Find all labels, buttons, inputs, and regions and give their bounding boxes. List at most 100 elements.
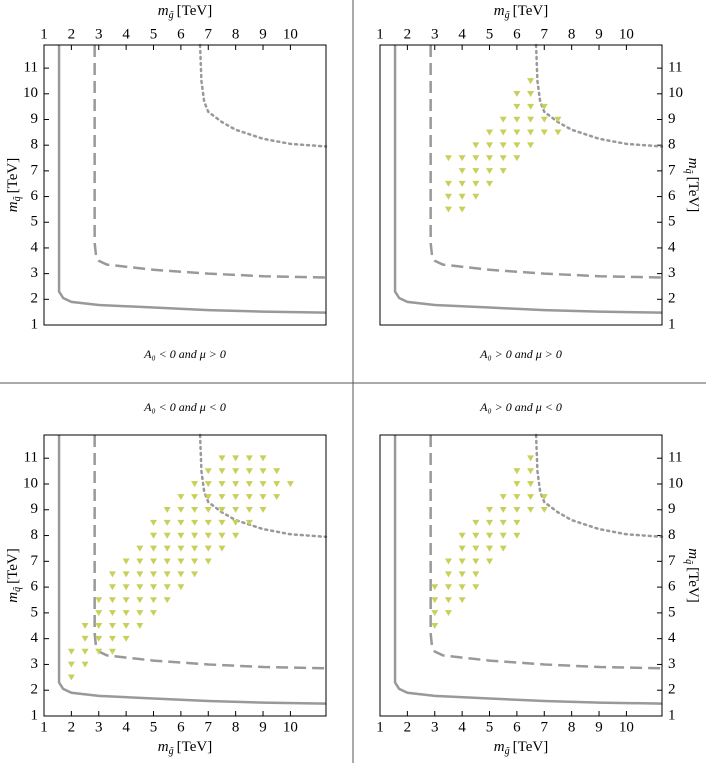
point — [259, 481, 267, 488]
axis-symbol: m — [494, 3, 505, 19]
x-tick-label: 3 — [95, 719, 103, 735]
y-tick-label: 5 — [31, 604, 39, 620]
x-tick-label: 4 — [122, 719, 130, 735]
point — [232, 481, 240, 488]
y-tick-label: 10 — [23, 85, 38, 101]
point — [108, 622, 116, 629]
point — [458, 597, 466, 604]
point — [150, 558, 158, 565]
point — [527, 494, 535, 501]
point — [95, 622, 103, 629]
point — [163, 545, 171, 552]
x-tick-label: 3 — [431, 26, 439, 42]
point — [163, 532, 171, 539]
axis-subscript: q̃ — [12, 196, 23, 201]
y-tick-label: 6 — [668, 188, 676, 204]
point — [67, 648, 75, 655]
point — [444, 610, 452, 617]
axis-unit: [TeV] — [513, 3, 549, 19]
x-tick-label: 9 — [595, 26, 603, 42]
contour — [429, 435, 663, 670]
point — [81, 661, 89, 668]
point — [472, 571, 480, 578]
point — [122, 571, 130, 578]
axis-symbol: m — [5, 592, 21, 603]
point — [163, 571, 171, 578]
point — [527, 103, 535, 110]
point — [67, 674, 75, 681]
point — [259, 506, 267, 513]
y-tick-label: 8 — [668, 137, 676, 153]
point — [122, 635, 130, 642]
y-tick-label: 2 — [668, 291, 676, 307]
point — [95, 597, 103, 604]
x-tick-label: 9 — [595, 719, 603, 735]
x-tick-label: 8 — [568, 719, 576, 735]
point — [444, 180, 452, 187]
x-tick-label: 6 — [177, 26, 185, 42]
point — [458, 168, 466, 175]
point — [204, 506, 212, 513]
point — [513, 116, 521, 123]
point — [458, 206, 466, 213]
y-tick-label: 9 — [31, 501, 39, 517]
point — [177, 558, 185, 565]
point — [108, 597, 116, 604]
x-tick-label: 5 — [486, 719, 494, 735]
x-tick-label: 10 — [283, 719, 298, 735]
point — [191, 481, 199, 488]
y-tick-label: 1 — [668, 707, 676, 723]
point — [136, 584, 144, 591]
y-tick-label: 11 — [668, 60, 682, 76]
point — [177, 532, 185, 539]
point — [95, 610, 103, 617]
y-tick-label: 11 — [668, 450, 682, 466]
x-tick-label: 10 — [619, 719, 634, 735]
contour — [393, 45, 663, 314]
point — [122, 597, 130, 604]
point — [218, 468, 226, 475]
point — [499, 129, 507, 136]
axis-unit: [TeV] — [177, 3, 213, 19]
y-axis-label: mq̃ [TeV] — [683, 548, 701, 602]
axis-unit: [TeV] — [685, 567, 701, 603]
x-tick-label: 1 — [376, 719, 384, 735]
point — [273, 481, 281, 488]
y-tick-label: 2 — [31, 682, 39, 698]
point — [540, 103, 548, 110]
y-tick-label: 9 — [668, 501, 676, 517]
point — [150, 532, 158, 539]
point — [513, 91, 521, 97]
y-tick-label: 11 — [24, 450, 38, 466]
x-tick-label: 4 — [458, 719, 466, 735]
x-tick-label: 9 — [259, 719, 267, 735]
x-tick-label: 2 — [404, 719, 412, 735]
point — [245, 506, 253, 513]
point — [136, 545, 144, 552]
point — [81, 622, 89, 629]
y-tick-label: 7 — [668, 162, 676, 178]
axis-symbol: m — [5, 201, 21, 212]
point — [177, 519, 185, 526]
x-tick-label: 3 — [95, 26, 103, 42]
point — [458, 193, 466, 200]
caption: A₀ < 0 and μ > 0 — [143, 347, 226, 361]
point — [136, 597, 144, 604]
point — [136, 610, 144, 617]
point — [245, 481, 253, 488]
point — [81, 635, 89, 642]
point — [177, 545, 185, 552]
x-tick-label: 6 — [177, 719, 185, 735]
y-tick-label: 5 — [31, 214, 39, 230]
point — [444, 571, 452, 578]
point — [204, 545, 212, 552]
point — [218, 494, 226, 501]
point — [108, 610, 116, 617]
point — [286, 481, 294, 488]
y-axis-label: mq̃ [TeV] — [5, 548, 23, 602]
point — [232, 494, 240, 501]
point — [232, 506, 240, 513]
point — [431, 584, 439, 591]
point — [486, 155, 494, 162]
y-tick-label: 4 — [668, 239, 676, 255]
